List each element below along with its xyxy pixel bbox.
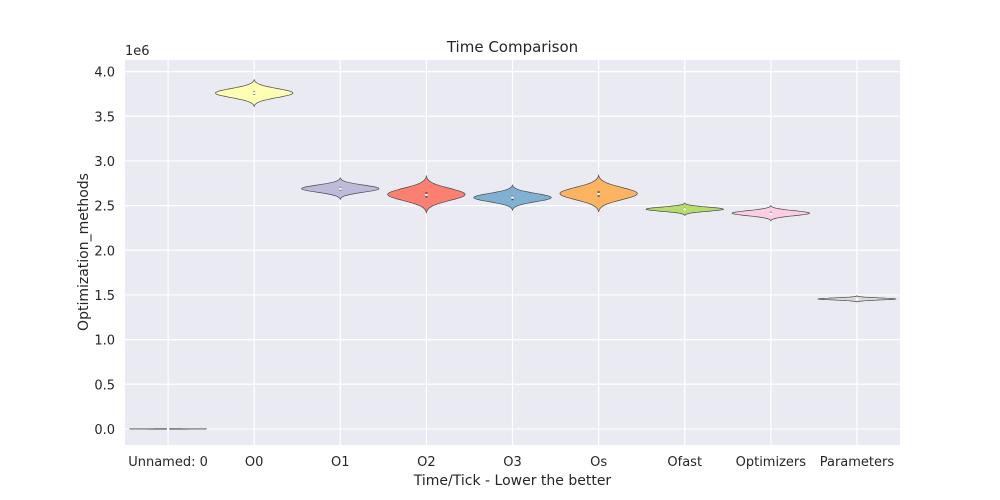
- x-tick-label: Ofast: [667, 455, 702, 470]
- y-axis-ticks: 0.0 0.5 1.0 1.5 2.0 2.5 3.0 3.5 4.0: [94, 66, 115, 438]
- violin-median: [166, 427, 170, 431]
- violin-median: [338, 187, 342, 190]
- y-tick-label: 0.5: [94, 378, 115, 393]
- grid-lines: [125, 60, 900, 445]
- y-offset-label: 1e6: [125, 44, 150, 59]
- x-axis-ticks: Unnamed: 0 O0 O1 O2 O3 Os Ofast Optimizers Param…: [128, 455, 894, 470]
- x-tick-label: Os: [590, 455, 607, 470]
- y-tick-label: 2.0: [94, 244, 115, 259]
- violin-median: [425, 193, 428, 197]
- violin-median: [769, 212, 773, 215]
- x-axis-label: Time/Tick - Lower the better: [413, 473, 612, 489]
- y-tick-label: 2.5: [94, 200, 115, 215]
- y-tick-label: 0.0: [94, 423, 115, 438]
- violins: [129, 78, 897, 431]
- x-tick-label: Parameters: [820, 455, 895, 470]
- y-tick-label: 4.0: [94, 66, 115, 81]
- violin-median: [683, 207, 687, 211]
- y-tick-label: 1.5: [94, 289, 115, 304]
- violin-median: [511, 196, 514, 199]
- y-tick-label: 1.0: [94, 334, 115, 349]
- y-tick-label: 3.0: [94, 155, 115, 170]
- violin-median: [252, 91, 256, 95]
- x-tick-label: Optimizers: [736, 455, 807, 470]
- violin-median: [855, 297, 859, 301]
- chart-title: Time Comparison: [446, 38, 578, 56]
- x-tick-label: O2: [417, 455, 436, 470]
- y-axis-label: Optimization_methods: [76, 173, 92, 331]
- x-tick-label: O1: [331, 455, 350, 470]
- x-tick-label: O3: [503, 455, 522, 470]
- y-tick-label: 3.5: [94, 110, 115, 125]
- x-tick-label: O0: [245, 455, 264, 470]
- violin-median: [597, 192, 600, 196]
- x-tick-label: Unnamed: 0: [128, 455, 208, 470]
